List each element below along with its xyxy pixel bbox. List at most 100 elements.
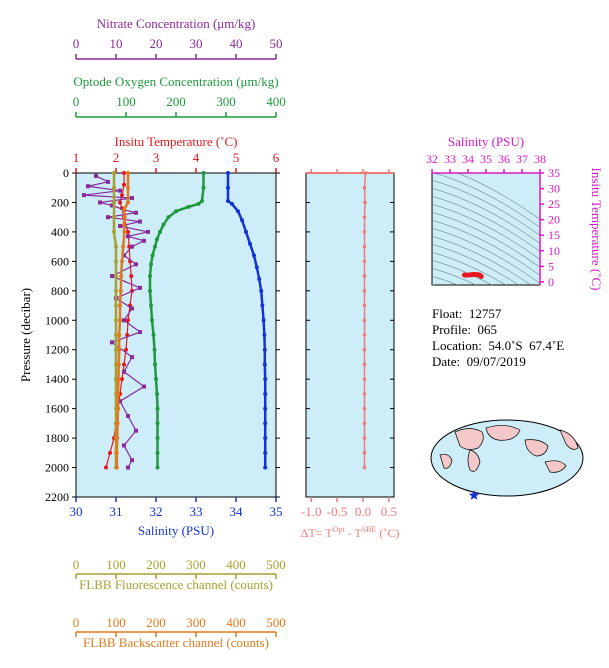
ts-xtick-label: 36 <box>498 152 510 166</box>
oxygen-point <box>200 198 204 203</box>
oxygen-point <box>148 274 152 279</box>
fluorescence-point <box>114 318 118 323</box>
fluorescence-point <box>114 333 118 337</box>
salinity-point <box>257 277 262 282</box>
pressure-tick-label: 1000 <box>45 313 69 327</box>
ts-density-contour <box>432 180 540 236</box>
ts-density-contour <box>432 204 540 260</box>
pressure-tick-label: 600 <box>51 254 69 268</box>
pressure-tick-label: 1400 <box>45 372 69 386</box>
backscatter-point <box>117 347 122 352</box>
oxygen-point <box>155 436 160 441</box>
delta-t-tick-label: -1.0 <box>301 504 322 519</box>
delta-t-point <box>362 259 367 264</box>
fluorescence-tick-label: 500 <box>266 557 286 572</box>
backscatter-point <box>116 391 120 396</box>
delta-t-label-superscript: Opt <box>333 525 346 534</box>
backscatter-tick-label: 300 <box>186 615 206 630</box>
oxygen-point <box>174 209 178 214</box>
main-panel <box>75 172 277 498</box>
nitrate-point <box>118 188 122 193</box>
delta-t-point <box>362 465 367 470</box>
oxygen-point <box>161 222 166 227</box>
ts-density-contour <box>432 236 532 285</box>
oxygen-point <box>150 253 155 258</box>
oxygen-point <box>150 318 154 323</box>
oxygen-point <box>155 450 160 455</box>
ts-density-contour <box>432 276 459 285</box>
pressure-tick-label: 800 <box>51 284 69 298</box>
salinity-point <box>240 218 244 223</box>
delta-t-label-superscript: SBE <box>362 525 377 534</box>
map-landmass <box>524 439 549 457</box>
nitrate-point <box>110 203 114 208</box>
backscatter-point <box>116 377 121 382</box>
oxygen-point <box>201 185 206 190</box>
salinity-tick-label: 33 <box>190 504 203 519</box>
delta-t-label-part: (˚C) <box>376 526 399 540</box>
world-map <box>430 419 584 500</box>
backscatter-point <box>120 259 124 264</box>
backscatter-point <box>122 222 126 227</box>
map-landmass <box>485 425 521 441</box>
nitrate-point <box>118 399 122 404</box>
salinity-tick-label: 35 <box>270 504 283 519</box>
map-landmass <box>544 460 567 473</box>
nitrate-point <box>130 306 134 311</box>
nitrate-axis-title: Nitrate Concentration (μm/kg) <box>97 16 256 31</box>
fluorescence-point <box>114 259 118 264</box>
oxygen-point <box>186 204 191 209</box>
oxygen-point <box>148 288 152 293</box>
delta-t-point <box>362 421 367 426</box>
fluorescence-point <box>114 362 118 367</box>
delta-t-point <box>362 347 367 352</box>
backscatter-point <box>126 171 130 175</box>
ts-density-contour <box>432 252 507 285</box>
nitrate-tick-label: 20 <box>150 36 163 51</box>
location-label: Location: 54.0˚S 67.4˚E <box>432 338 565 353</box>
nitrate-point <box>142 384 146 389</box>
delta-t-point <box>362 377 367 381</box>
pressure-tick-label: 1600 <box>45 402 69 416</box>
ts-xtick-label: 34 <box>462 152 474 166</box>
nitrate-point <box>106 179 110 184</box>
salinity-point <box>259 288 264 293</box>
oxygen-point <box>155 465 160 470</box>
ts-xtick-label: 32 <box>426 152 438 166</box>
fluorescence-point <box>114 288 118 293</box>
backscatter-tick-label: 200 <box>146 615 166 630</box>
temperature-point <box>122 362 126 367</box>
salinity-tick-label: 32 <box>150 504 163 519</box>
ts-ytick-label: 30 <box>548 182 560 196</box>
ts-ytick-label: 35 <box>548 166 560 180</box>
temperature-tick-label: 2 <box>113 150 120 165</box>
profile-label: Profile: 065 <box>432 322 497 337</box>
backscatter-point <box>117 333 122 337</box>
backscatter-tick-label: 400 <box>226 615 246 630</box>
backscatter-point <box>116 406 120 411</box>
nitrate-point <box>126 234 130 239</box>
nitrate-point <box>138 219 142 224</box>
oxygen-point <box>149 303 153 308</box>
salinity-axis-title: Salinity (PSU) <box>138 523 214 538</box>
salinity-point <box>230 201 234 206</box>
delta-t-point <box>362 362 367 367</box>
ts-density-contour <box>433 173 540 228</box>
salinity-point <box>226 171 230 175</box>
map-landmass <box>467 449 481 472</box>
nitrate-point <box>126 414 130 418</box>
temperature-tick-label: 5 <box>233 150 240 165</box>
fluorescence-tick-label: 400 <box>226 557 246 572</box>
salinity-point <box>262 362 267 367</box>
delta-t-point <box>362 185 367 190</box>
date-label: Date: 09/07/2019 <box>432 354 526 369</box>
backscatter-point <box>118 288 123 293</box>
backscatter-point <box>122 229 127 234</box>
salinity-point <box>262 347 267 352</box>
salinity-point <box>252 253 256 258</box>
oxygen-point <box>149 262 153 267</box>
nitrate-point <box>94 173 98 178</box>
backscatter-point <box>121 244 126 249</box>
delta-t-axis-label: ΔT= TOpt - TSBE (˚C) <box>301 525 400 540</box>
float-location-marker <box>468 490 480 500</box>
